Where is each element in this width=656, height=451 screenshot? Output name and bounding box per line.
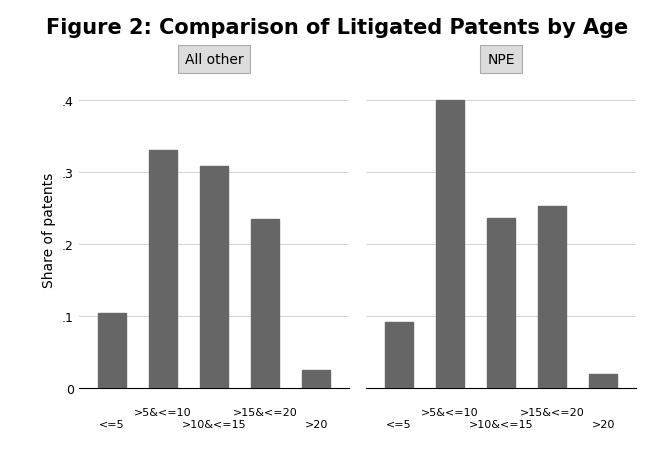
Text: >5&<=10: >5&<=10 <box>421 407 479 417</box>
Title: All other: All other <box>185 53 243 67</box>
Text: >10&<=15: >10&<=15 <box>182 419 247 429</box>
Bar <box>149 151 177 388</box>
Bar <box>251 220 279 388</box>
Bar <box>436 101 464 388</box>
Bar <box>589 374 617 388</box>
Text: >15&<=20: >15&<=20 <box>520 407 584 417</box>
Title: NPE: NPE <box>487 53 515 67</box>
Y-axis label: Share of patents: Share of patents <box>43 173 56 287</box>
Bar <box>302 371 330 388</box>
Text: >20: >20 <box>592 419 615 429</box>
Bar <box>487 219 515 388</box>
Bar <box>98 313 126 388</box>
Bar <box>538 206 566 388</box>
Text: >20: >20 <box>304 419 328 429</box>
Text: >5&<=10: >5&<=10 <box>134 407 192 417</box>
Bar <box>385 322 413 388</box>
Text: Figure 2: Comparison of Litigated Patents by Age: Figure 2: Comparison of Litigated Patent… <box>46 18 628 38</box>
Text: >15&<=20: >15&<=20 <box>233 407 298 417</box>
Text: >10&<=15: >10&<=15 <box>468 419 533 429</box>
Text: <=5: <=5 <box>386 419 412 429</box>
Bar <box>200 167 228 388</box>
Text: <=5: <=5 <box>99 419 125 429</box>
